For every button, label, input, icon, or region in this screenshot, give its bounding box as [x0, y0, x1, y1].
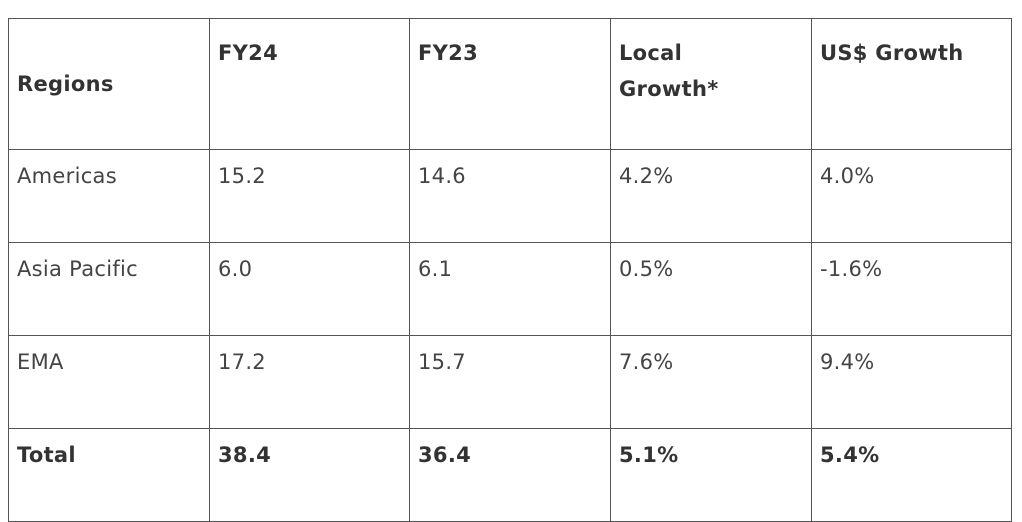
- table-row: EMA 17.2 15.7 7.6% 9.4%: [8, 335, 1012, 429]
- cell-fy24: 6.0: [209, 242, 410, 336]
- table-body: Americas 15.2 14.6 4.2% 4.0% Asia Pacifi…: [8, 149, 1012, 522]
- cell-fy24: 17.2: [209, 335, 410, 429]
- total-fy24: 38.4: [209, 428, 410, 522]
- total-usd-growth: 5.4%: [811, 428, 1012, 522]
- header-row: Regions FY24 FY23 Local Growth* US$ Grow…: [8, 18, 1012, 150]
- cell-local-growth: 7.6%: [610, 335, 812, 429]
- cell-fy23: 14.6: [409, 149, 611, 243]
- cell-usd-growth: 4.0%: [811, 149, 1012, 243]
- header-fy23: FY23: [409, 18, 611, 150]
- regional-growth-table-container: Regions FY24 FY23 Local Growth* US$ Grow…: [8, 18, 1012, 522]
- cell-region: Americas: [8, 149, 210, 243]
- cell-local-growth: 0.5%: [610, 242, 812, 336]
- cell-region: Asia Pacific: [8, 242, 210, 336]
- header-fy24: FY24: [209, 18, 410, 150]
- table-row: Americas 15.2 14.6 4.2% 4.0%: [8, 149, 1012, 243]
- total-label: Total: [8, 428, 210, 522]
- header-regions: Regions: [8, 18, 210, 150]
- header-usd-growth: US$ Growth: [811, 18, 1012, 150]
- header-local-growth: Local Growth*: [610, 18, 812, 150]
- cell-usd-growth: -1.6%: [811, 242, 1012, 336]
- total-row: Total 38.4 36.4 5.1% 5.4%: [8, 428, 1012, 522]
- total-fy23: 36.4: [409, 428, 611, 522]
- cell-fy23: 6.1: [409, 242, 611, 336]
- total-local-growth: 5.1%: [610, 428, 812, 522]
- table-header: Regions FY24 FY23 Local Growth* US$ Grow…: [8, 18, 1012, 150]
- cell-usd-growth: 9.4%: [811, 335, 1012, 429]
- regional-growth-table: Regions FY24 FY23 Local Growth* US$ Grow…: [8, 18, 1012, 522]
- cell-region: EMA: [8, 335, 210, 429]
- cell-local-growth: 4.2%: [610, 149, 812, 243]
- table-row: Asia Pacific 6.0 6.1 0.5% -1.6%: [8, 242, 1012, 336]
- cell-fy24: 15.2: [209, 149, 410, 243]
- cell-fy23: 15.7: [409, 335, 611, 429]
